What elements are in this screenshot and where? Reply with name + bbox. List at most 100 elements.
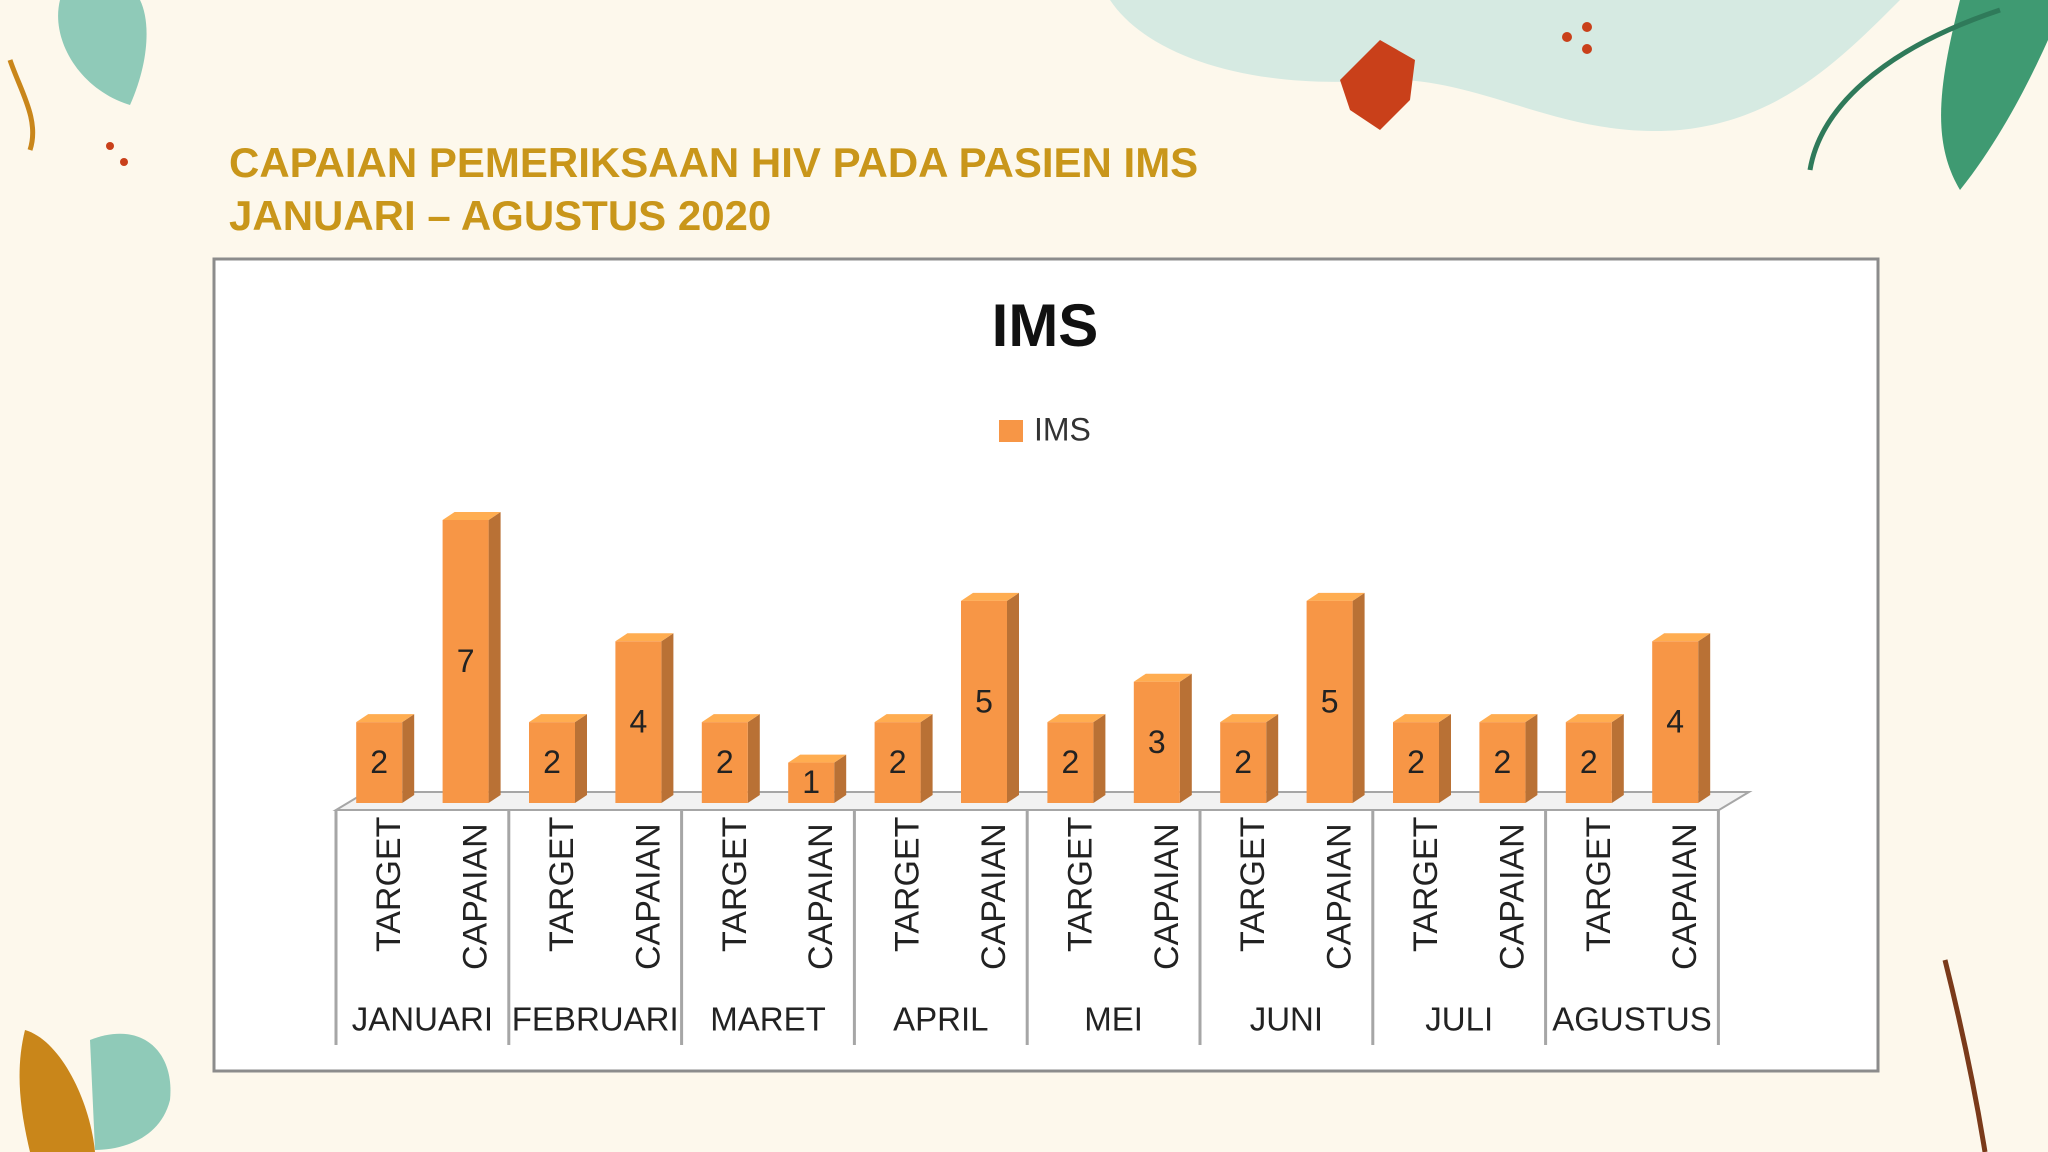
bar-top xyxy=(1479,714,1538,723)
data-label: 2 xyxy=(1407,744,1425,780)
bar-side xyxy=(661,633,674,803)
bar-side xyxy=(834,754,847,803)
slide-title: JANUARI – AGUSTUS 2020 xyxy=(229,192,771,239)
dot xyxy=(1562,32,1572,42)
bar xyxy=(1306,600,1353,803)
data-label: 3 xyxy=(1148,724,1166,760)
bar-top xyxy=(1652,633,1711,642)
x-tick-label: CAPAIAN xyxy=(457,823,495,970)
x-tick-label: TARGET xyxy=(370,817,408,952)
bar xyxy=(529,722,575,803)
x-tick-label: TARGET xyxy=(1407,817,1445,952)
data-label: 1 xyxy=(802,764,820,800)
x-tick-label: TARGET xyxy=(889,817,927,952)
bar xyxy=(1047,722,1094,803)
slide-title: CAPAIAN PEMERIKSAAN HIV PADA PASIEN IMS xyxy=(229,139,1198,186)
group-label: AGUSTUS xyxy=(1552,1001,1712,1038)
branch xyxy=(1807,7,2001,171)
bar xyxy=(1220,722,1267,803)
data-label: 7 xyxy=(457,643,475,679)
bar-side xyxy=(1698,633,1711,803)
leaf xyxy=(90,1033,171,1150)
dot xyxy=(120,158,128,166)
bar-side xyxy=(1093,714,1106,803)
data-label: 4 xyxy=(630,704,648,740)
bar xyxy=(874,722,921,803)
x-tick-label: TARGET xyxy=(1580,817,1618,952)
bar-top xyxy=(1565,714,1624,723)
bar xyxy=(356,722,403,803)
data-label: 5 xyxy=(1321,683,1339,719)
bar xyxy=(1565,722,1612,803)
group-label: MEI xyxy=(1084,1001,1143,1038)
bar xyxy=(788,762,835,803)
bar-top xyxy=(442,512,501,520)
x-tick-label: TARGET xyxy=(543,817,581,952)
dot xyxy=(106,142,114,150)
leaf xyxy=(1340,40,1415,130)
x-tick-label: TARGET xyxy=(716,817,754,952)
legend-label: IMS xyxy=(1034,411,1091,447)
bar-side xyxy=(1179,673,1192,803)
data-label: 5 xyxy=(975,683,993,719)
x-tick-label: CAPAIAN xyxy=(629,823,667,970)
bar-top xyxy=(1306,592,1365,601)
group-label: MARET xyxy=(710,1001,826,1038)
group-label: APRIL xyxy=(893,1001,988,1038)
bar-top xyxy=(788,754,847,763)
bar-side xyxy=(1007,592,1019,803)
bar xyxy=(1393,722,1439,803)
dot xyxy=(1582,44,1592,54)
x-tick-label: CAPAIAN xyxy=(1148,823,1186,970)
bar xyxy=(442,520,489,803)
branch xyxy=(1942,959,1988,1152)
bar xyxy=(1652,641,1699,803)
chart-title: IMS xyxy=(992,292,1099,359)
legend-swatch xyxy=(999,420,1023,442)
group-label: JULI xyxy=(1425,1001,1493,1038)
bar-top xyxy=(1220,714,1279,723)
bar-top xyxy=(701,714,760,723)
branch xyxy=(7,59,36,151)
data-label: 2 xyxy=(543,744,561,780)
leaf xyxy=(19,1030,95,1152)
x-tick-label: CAPAIAN xyxy=(1321,823,1359,970)
bar xyxy=(961,600,1007,803)
x-tick-label: CAPAIAN xyxy=(975,823,1013,970)
group-label: JANUARI xyxy=(352,1001,493,1038)
bar-side xyxy=(1611,714,1624,803)
bar-top xyxy=(356,714,415,723)
x-tick-label: TARGET xyxy=(1234,817,1272,952)
x-tick-label: CAPAIAN xyxy=(802,823,840,970)
bar-side xyxy=(747,714,760,803)
bar-side xyxy=(1439,714,1451,803)
bar-top xyxy=(615,633,674,642)
data-label: 2 xyxy=(1494,744,1512,780)
group-label: JUNI xyxy=(1250,1001,1323,1038)
bar xyxy=(1133,681,1180,803)
leaf xyxy=(1941,0,2048,190)
data-label: 2 xyxy=(1234,744,1252,780)
bar-top xyxy=(529,714,587,723)
bar xyxy=(615,641,662,803)
bar-side xyxy=(1352,592,1365,803)
bar-top xyxy=(1393,714,1451,723)
x-tick-label: TARGET xyxy=(1061,817,1099,952)
data-label: 2 xyxy=(1062,744,1080,780)
bar-top xyxy=(1133,673,1192,682)
data-label: 2 xyxy=(716,744,734,780)
bar-side xyxy=(575,714,587,803)
leaf xyxy=(58,0,147,105)
bar xyxy=(701,722,748,803)
bar-side xyxy=(402,714,415,803)
bar-side xyxy=(1525,714,1538,803)
bar-top xyxy=(1047,714,1106,723)
data-label: 2 xyxy=(1580,744,1598,780)
x-tick-label: CAPAIAN xyxy=(1666,823,1704,970)
dot xyxy=(1582,22,1592,32)
bar-top xyxy=(874,714,933,723)
group-label: FEBRUARI xyxy=(512,1001,679,1038)
bar-top xyxy=(961,592,1019,601)
x-tick-label: CAPAIAN xyxy=(1493,823,1531,970)
